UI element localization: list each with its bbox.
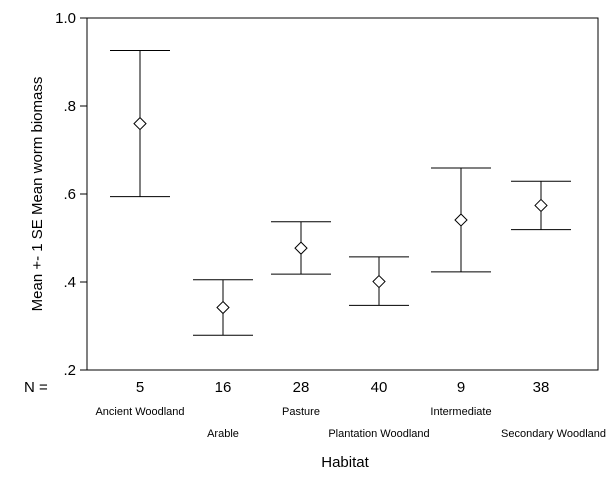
error-bar-5 (511, 180, 571, 231)
category-label-2: Pasture (282, 406, 320, 418)
category-label-0: Ancient Woodland (95, 406, 184, 418)
x-axis-title: Habitat (321, 454, 369, 471)
mean-marker-3 (372, 274, 386, 289)
category-label-4: Intermediate (430, 406, 491, 418)
n-count-5: 38 (533, 379, 550, 396)
error-bar-0 (110, 50, 170, 198)
n-prefix: N = (24, 379, 48, 396)
error-bar-1 (193, 279, 253, 336)
mean-marker-0 (133, 116, 147, 131)
n-count-4: 9 (457, 379, 465, 396)
category-label-5: Secondary Woodland (501, 428, 606, 440)
mean-marker-4 (454, 213, 468, 227)
n-count-0: 5 (136, 379, 144, 396)
error-bar-4 (431, 167, 491, 273)
error-bars (110, 50, 571, 336)
y-tick-label-2: .6 (63, 186, 76, 203)
n-count-2: 28 (293, 379, 310, 396)
y-tick-label-3: .4 (63, 274, 76, 291)
category-label-3: Plantation Woodland (328, 428, 429, 440)
y-axis: 1.0 .8 .6 .4 .2 (55, 10, 87, 379)
error-bar-3 (349, 256, 409, 306)
error-bar-2 (271, 221, 331, 275)
plot-frame (86, 17, 599, 371)
category-label-1: Arable (207, 428, 239, 440)
y-tick-label-1: .8 (63, 98, 76, 115)
x-axis-labels: 5 Ancient Woodland 16 Arable 28 Pasture 40 Plan… (95, 379, 606, 440)
mean-marker-2 (294, 241, 308, 255)
y-tick-label-0: 1.0 (55, 10, 76, 27)
y-tick-label-4: .2 (63, 362, 76, 379)
n-count-3: 40 (371, 379, 388, 396)
n-count-1: 16 (215, 379, 232, 396)
mean-marker-1 (216, 300, 230, 315)
y-axis-title: Mean +- 1 SE Mean worm biomass (29, 77, 46, 312)
mean-marker-5 (534, 198, 548, 213)
